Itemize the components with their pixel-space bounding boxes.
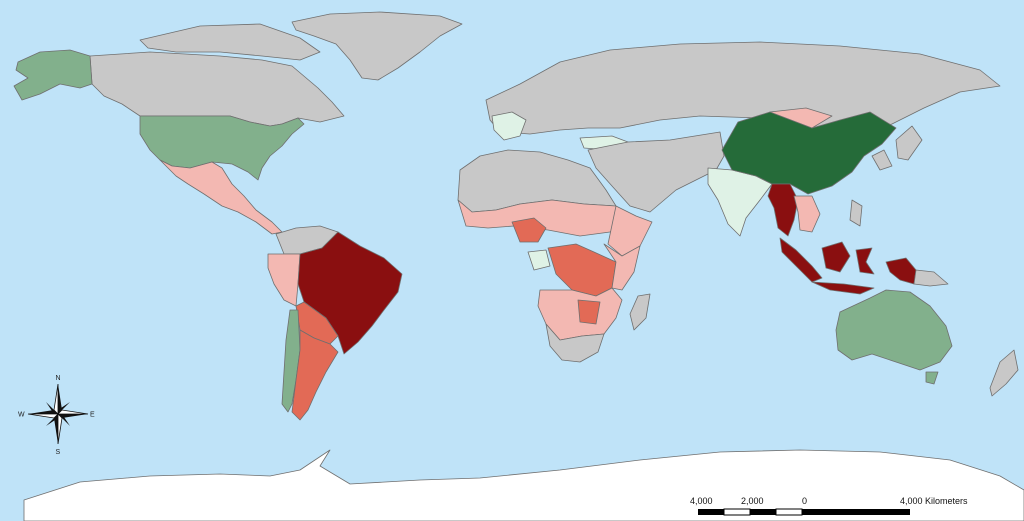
scale-bar: 4,000 2,000 0 4,000 Kilometers <box>690 496 968 516</box>
west-central-africa-region <box>527 249 551 271</box>
arctic-islands-land <box>139 23 321 61</box>
scale-segment-2 <box>723 508 751 516</box>
east-africa-region <box>603 243 641 291</box>
madagascar-land <box>629 293 651 331</box>
compass-rose: N S E W <box>18 375 95 456</box>
argentina-region <box>291 329 339 421</box>
greenland-land <box>291 11 463 81</box>
western-europe-region <box>491 111 527 141</box>
compass-south-label: S <box>56 449 61 456</box>
scale-label-mid: 2,000 <box>741 496 764 506</box>
scale-label-right: 4,000 Kilometers <box>900 496 968 506</box>
indonesia-borneo-region <box>821 241 851 273</box>
china-region <box>721 111 897 195</box>
papua-new-guinea-land <box>913 269 949 287</box>
compass-west-label: W <box>18 412 25 419</box>
scale-segment-5 <box>802 509 910 515</box>
scale-segment-1 <box>698 509 724 515</box>
myanmar-region <box>767 183 799 237</box>
korea-japan-land <box>871 125 923 171</box>
scale-segment-4 <box>775 508 803 516</box>
alaska-region <box>13 49 93 101</box>
compass-east-label: E <box>90 412 95 419</box>
indonesia-sumatra-region <box>779 237 823 283</box>
new-zealand-land <box>989 349 1019 397</box>
chile-region <box>281 309 301 413</box>
scale-label-zero: 0 <box>802 496 807 506</box>
indonesia-java-region <box>811 281 875 295</box>
south-africa-land <box>545 323 605 363</box>
scale-segment-3 <box>750 509 776 515</box>
southeast-asia-region <box>793 195 821 233</box>
indonesia-sulawesi-region <box>855 247 875 275</box>
philippines-land <box>849 199 863 227</box>
europe-russia-land <box>485 41 1001 135</box>
antarctica-land <box>23 449 1024 521</box>
mexico-region <box>159 159 283 235</box>
tasmania-region <box>925 371 939 385</box>
middle-east-land <box>587 131 725 213</box>
nigeria-region <box>511 217 547 243</box>
scale-label-left: 4,000 <box>690 496 713 506</box>
compass-north-label: N <box>56 375 61 382</box>
zambia-region <box>577 299 601 325</box>
australia-region <box>835 289 953 371</box>
